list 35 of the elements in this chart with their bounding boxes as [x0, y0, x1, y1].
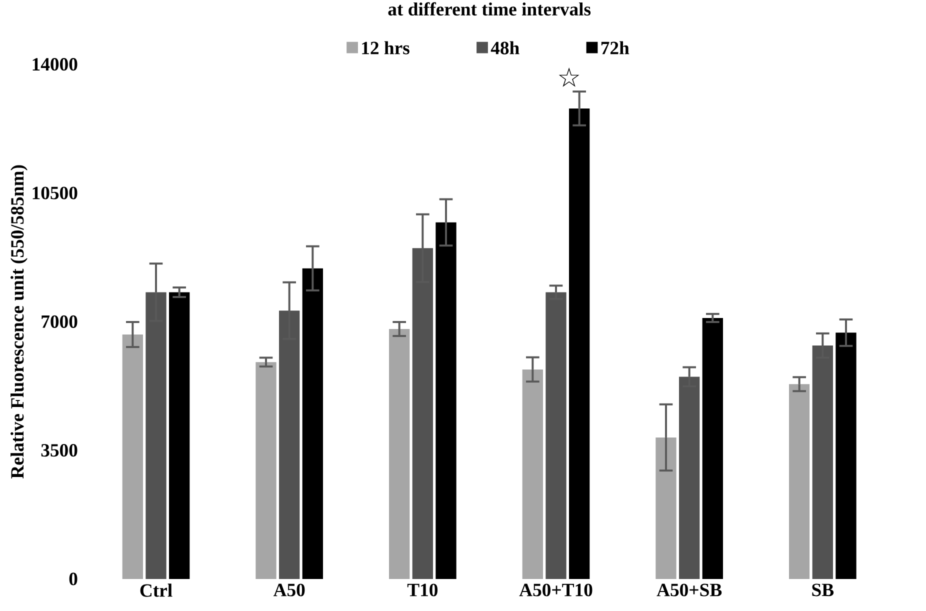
x-tick-label: SB	[812, 584, 834, 596]
y-tick-label: 14000	[32, 58, 78, 71]
bar	[678, 376, 700, 579]
x-tick-label: A50	[273, 584, 305, 596]
bar	[279, 310, 300, 579]
bar	[389, 329, 410, 579]
y-axis-title: Relative Fluorescence unit (550/585nm)	[10, 165, 28, 479]
bar	[836, 332, 856, 579]
bar	[146, 292, 166, 579]
bar	[569, 108, 590, 579]
bar	[122, 334, 144, 579]
y-tick-label: 10500	[32, 186, 78, 200]
bar	[702, 318, 723, 579]
bar	[169, 292, 190, 579]
bar	[788, 384, 810, 579]
bar	[522, 369, 543, 579]
bar	[656, 437, 676, 579]
bar	[412, 248, 433, 579]
legend-label: 12 hrs	[362, 41, 410, 54]
bar	[302, 268, 324, 579]
y-tick-label: 3500	[41, 444, 78, 457]
bar	[812, 346, 833, 579]
bar	[546, 292, 566, 579]
annotation: ☆	[558, 67, 580, 87]
x-tick-label: A50+SB	[656, 584, 722, 596]
bar	[436, 222, 456, 579]
bar	[256, 362, 276, 579]
x-tick-label: A50+T10	[519, 584, 592, 596]
legend-label: 72h	[601, 41, 630, 54]
x-tick-label: Ctrl	[140, 584, 172, 597]
legend-label: 48h	[490, 41, 520, 54]
chart-title: at different time intervals	[388, 2, 591, 16]
x-tick-label: T10	[407, 584, 438, 596]
y-tick-label: 0	[69, 572, 78, 586]
y-tick-label: 7000	[42, 315, 78, 328]
